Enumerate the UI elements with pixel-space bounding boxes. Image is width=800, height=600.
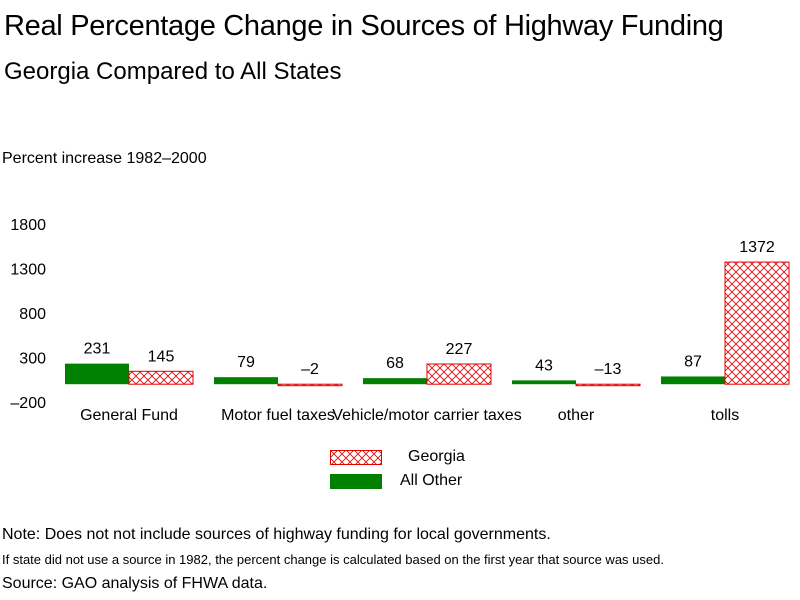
data-label: 79 xyxy=(237,354,255,371)
data-label: –2 xyxy=(301,361,319,378)
legend-label-georgia: Georgia xyxy=(408,448,465,465)
data-label: –13 xyxy=(595,361,622,378)
y-tick-label: –200 xyxy=(10,395,46,412)
y-tick-label: 1800 xyxy=(10,217,46,234)
y-tick-label: 300 xyxy=(19,351,46,368)
bar-georgia-tolls xyxy=(724,261,790,385)
bar-all-other-other xyxy=(512,380,576,385)
data-label: 87 xyxy=(684,353,702,370)
bar-georgia-general-fund xyxy=(128,370,194,385)
data-label: 68 xyxy=(386,355,404,372)
bar-georgia-other xyxy=(575,383,641,387)
data-label: 43 xyxy=(535,357,553,374)
bar-chart: 1800 1300 800 300 –200 231 145 General Fund 79 –2… xyxy=(10,217,790,424)
legend-swatch-georgia xyxy=(330,450,382,465)
x-category-label: Motor fuel taxes xyxy=(221,407,335,424)
data-label: 1372 xyxy=(739,239,775,256)
data-label: 145 xyxy=(148,348,175,365)
x-category-label: General Fund xyxy=(80,407,178,424)
data-label: 227 xyxy=(446,341,473,358)
bar-all-other-motor-fuel-taxes xyxy=(214,377,278,385)
footnote-local: Note: Does not not include sources of hi… xyxy=(2,526,551,543)
source-note: Source: GAO analysis of FHWA data. xyxy=(2,575,268,592)
footnote-first-year: If state did not use a source in 1982, t… xyxy=(2,552,664,567)
data-label: 231 xyxy=(84,341,111,358)
bar-georgia-vehicle-motor-carrier-taxes xyxy=(426,363,492,385)
bar-all-other-tolls xyxy=(661,376,725,385)
bar-all-other-general-fund xyxy=(65,363,129,385)
legend-swatch-all-other xyxy=(330,474,382,489)
y-axis-label: Percent increase 1982–2000 xyxy=(2,150,207,167)
legend-label-all-other: All Other xyxy=(400,472,463,489)
y-tick-label: 800 xyxy=(19,306,46,323)
y-tick-label: 1300 xyxy=(10,262,46,279)
chart-title: Real Percentage Change in Sources of Hig… xyxy=(4,10,724,42)
x-category-label: Vehicle/motor carrier taxes xyxy=(332,407,521,424)
chart-subtitle: Georgia Compared to All States xyxy=(4,58,342,85)
bar-georgia-motor-fuel-taxes xyxy=(277,383,343,387)
bar-all-other-vehicle-motor-carrier-taxes xyxy=(363,378,427,385)
x-category-label: tolls xyxy=(711,407,739,424)
x-category-label: other xyxy=(558,407,595,424)
